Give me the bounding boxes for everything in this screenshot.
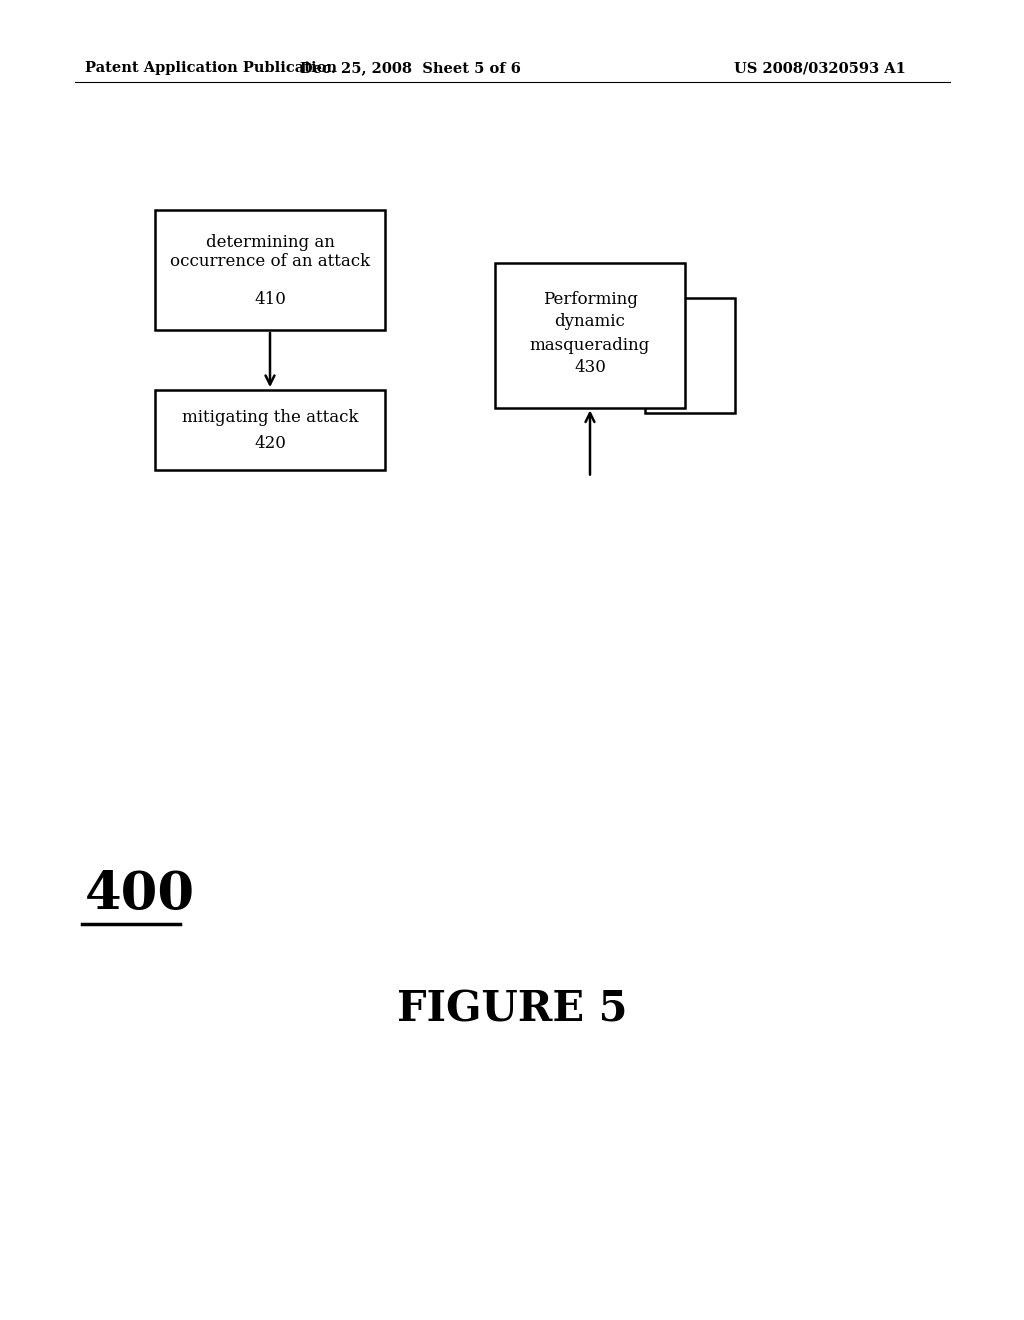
Text: 420: 420	[254, 436, 286, 453]
Bar	[155, 389, 385, 470]
Bar	[155, 210, 385, 330]
Text: 430: 430	[574, 359, 606, 376]
Text: Patent Application Publication: Patent Application Publication	[85, 61, 337, 75]
Bar	[495, 263, 685, 408]
Text: dynamic: dynamic	[555, 314, 626, 330]
Text: US 2008/0320593 A1: US 2008/0320593 A1	[734, 61, 906, 75]
Text: determining an
occurrence of an attack: determining an occurrence of an attack	[170, 234, 370, 271]
Text: Dec. 25, 2008  Sheet 5 of 6: Dec. 25, 2008 Sheet 5 of 6	[300, 61, 520, 75]
Text: 410: 410	[254, 292, 286, 309]
Text: Performing: Performing	[543, 292, 637, 309]
Text: FIGURE 5: FIGURE 5	[396, 989, 628, 1031]
Text: 400: 400	[85, 870, 196, 920]
Text: masquerading: masquerading	[529, 337, 650, 354]
Bar	[645, 297, 735, 412]
Text: mitigating the attack: mitigating the attack	[181, 409, 358, 426]
